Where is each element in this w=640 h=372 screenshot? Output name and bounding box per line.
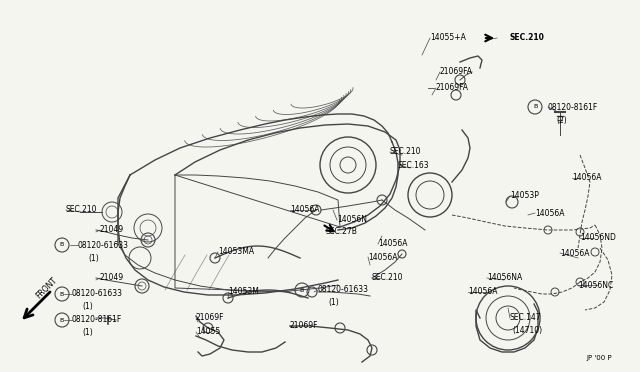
Text: SEC.27B: SEC.27B (326, 228, 358, 237)
Text: 08120-61633: 08120-61633 (78, 241, 129, 250)
Text: B: B (533, 105, 537, 109)
Text: 21069FA: 21069FA (440, 67, 473, 77)
Text: 14055+A: 14055+A (430, 33, 466, 42)
Text: B: B (60, 317, 64, 323)
Text: SEC.210: SEC.210 (390, 148, 422, 157)
Text: (1): (1) (82, 302, 93, 311)
Text: 14056A: 14056A (368, 253, 397, 262)
Text: 14056N: 14056N (337, 215, 367, 224)
Text: 21069FA: 21069FA (436, 83, 469, 93)
Text: 14056A: 14056A (535, 208, 564, 218)
Text: (2): (2) (556, 115, 567, 125)
Text: 14055: 14055 (196, 327, 220, 337)
Text: 14053M: 14053M (228, 288, 259, 296)
Text: (1): (1) (328, 298, 339, 307)
Text: SEC.163: SEC.163 (398, 160, 429, 170)
Text: 14053P: 14053P (510, 192, 539, 201)
Text: 08120-61633: 08120-61633 (72, 289, 123, 298)
Text: 14056A: 14056A (378, 240, 408, 248)
Text: (1): (1) (82, 328, 93, 337)
Text: 14056A: 14056A (290, 205, 319, 215)
Text: 21049: 21049 (100, 225, 124, 234)
Text: (1): (1) (88, 253, 99, 263)
Text: 08120-61633: 08120-61633 (318, 285, 369, 295)
Text: FRONT: FRONT (34, 276, 59, 300)
Text: JP '00 P: JP '00 P (586, 355, 612, 361)
Text: SEC.147: SEC.147 (510, 314, 541, 323)
Text: 08120-8161F: 08120-8161F (72, 315, 122, 324)
Text: 14056A: 14056A (560, 248, 589, 257)
Text: SEC.210: SEC.210 (66, 205, 97, 215)
Text: 14053MA: 14053MA (218, 247, 254, 257)
Text: 14056NC: 14056NC (578, 280, 613, 289)
Text: 21049: 21049 (100, 273, 124, 282)
Text: 08120-8161F: 08120-8161F (548, 103, 598, 112)
Text: SEC.210: SEC.210 (510, 33, 545, 42)
Text: B: B (300, 288, 304, 292)
Text: 14056NA: 14056NA (487, 273, 522, 282)
Text: B: B (60, 243, 64, 247)
Text: 21069F: 21069F (290, 321, 319, 330)
Text: SEC.210: SEC.210 (372, 273, 403, 282)
Text: 14056A: 14056A (468, 288, 497, 296)
Text: 21069F: 21069F (196, 314, 225, 323)
Text: B: B (60, 292, 64, 296)
Text: (14710): (14710) (512, 326, 542, 334)
Text: 14056ND: 14056ND (580, 234, 616, 243)
Text: 14056A: 14056A (572, 173, 602, 183)
